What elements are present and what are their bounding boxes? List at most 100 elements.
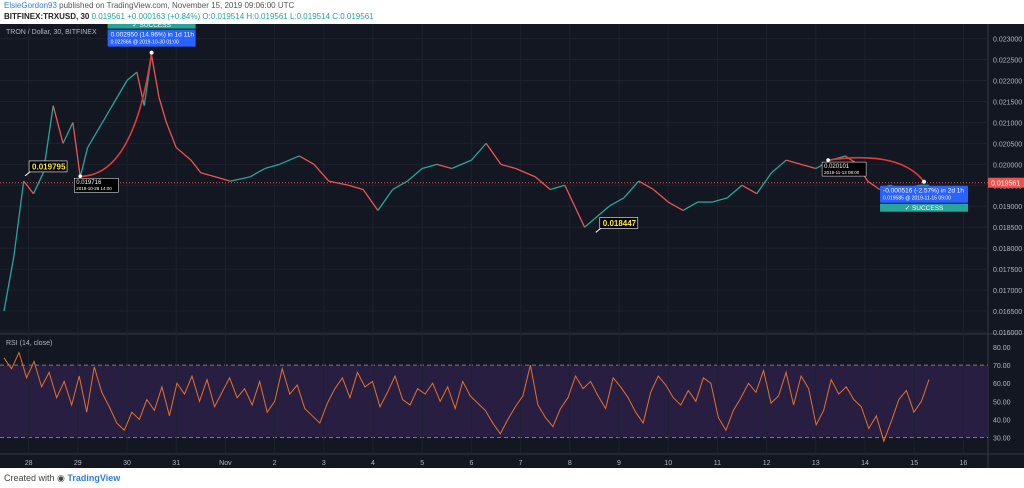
price-tick-label: 0.018500	[993, 225, 1022, 232]
rsi-tick-label: 60.00	[993, 381, 1011, 388]
price-segment	[52, 105, 64, 144]
chart-svg[interactable]: 0.016000 0.016500 0.017000 0.017500 0.018000…	[0, 20, 1024, 468]
price-segment	[515, 167, 536, 178]
symbol-info: BITFINEX:TRXUSD, 30 0.019561 +0.000163 (…	[4, 12, 374, 21]
time-tick-label: 5	[420, 460, 424, 467]
pt-020101-sub: 2019-11-13 08:00	[824, 170, 860, 175]
author-link[interactable]: ElsieGordon93	[4, 1, 57, 10]
price-segment	[230, 176, 251, 182]
price-pane-title: TRON / Dollar, 30, BITFINEX	[6, 29, 97, 36]
price-segment	[771, 159, 787, 174]
publish-text: published on TradingView.com, November 1…	[59, 1, 295, 10]
price-segment	[623, 180, 640, 199]
time-tick-label: 9	[617, 460, 621, 467]
price-tick-label: 0.016500	[993, 309, 1022, 316]
measure-1-badge: ✓ SUCCESS	[132, 24, 171, 29]
rsi-tick-label: 30.00	[993, 436, 1011, 443]
price-segment	[3, 256, 15, 312]
price-segment	[667, 201, 684, 212]
price-segment	[158, 97, 167, 123]
time-tick-label: 28	[25, 460, 33, 467]
rsi-tick-label: 70.00	[993, 363, 1011, 370]
rsi-line	[3, 351, 930, 443]
last-price-badge	[988, 177, 1024, 188]
price-segment	[348, 184, 364, 191]
price-segment	[313, 163, 330, 182]
price-segment	[190, 159, 202, 174]
price-tick-label: 0.019000	[993, 204, 1022, 211]
rsi-pane-title: RSI (14, close)	[6, 340, 52, 347]
price-segment	[87, 130, 99, 148]
footer: Created with ◉ TradingView	[0, 469, 1024, 488]
footer-text: Created with ◉ TradingView	[4, 473, 120, 484]
time-tick-label: 29	[74, 460, 82, 467]
price-segment	[867, 180, 881, 191]
footer-prefix: Created with	[4, 473, 55, 483]
price-segment	[200, 172, 216, 178]
price-segment	[362, 189, 379, 211]
price-segment	[215, 176, 231, 182]
price-segment	[328, 180, 349, 186]
measure-2-text: -0.000516 (-2.57%) in 2d 1h	[883, 188, 964, 195]
pt-020101-text: 0.020101	[824, 164, 850, 170]
price-segment	[682, 201, 699, 212]
price-segment	[32, 172, 44, 194]
rsi-tick-label: 40.00	[993, 417, 1011, 424]
price-segment	[150, 55, 160, 98]
price-tick-label: 0.020000	[993, 162, 1022, 169]
price-segment	[593, 205, 610, 220]
price-segment	[712, 197, 728, 203]
price-tick-label: 0.018000	[993, 246, 1022, 253]
price-segment	[500, 163, 516, 170]
measure-2-sub: 0.019585 @ 2019-11-15 09:00	[883, 196, 951, 202]
price-segment	[564, 185, 576, 207]
price-segment	[534, 176, 551, 190]
label-018447-box	[599, 217, 639, 229]
price-segment	[126, 71, 138, 81]
price-segment	[116, 80, 128, 98]
label-019795-box	[28, 160, 68, 173]
price-segment	[392, 180, 408, 191]
price-segment	[726, 184, 743, 199]
price-segment	[13, 181, 25, 257]
price-segment	[298, 155, 315, 165]
price-tick-label: 0.021500	[993, 99, 1022, 106]
price-segment	[249, 167, 266, 178]
time-tick-label: 10	[664, 460, 672, 467]
time-tick-label: 14	[861, 460, 869, 467]
measure-1-text: 0.002950 (14.96%) in 1d 11h	[111, 32, 195, 39]
time-tick-label: 12	[763, 460, 771, 467]
label-018447-text: 0.018447	[603, 219, 637, 228]
measure-2-badge-bg	[880, 203, 969, 212]
symbol-label: BITFINEX:TRXUSD, 30	[4, 12, 90, 21]
price-segment	[62, 122, 74, 144]
price-segment	[786, 159, 802, 165]
last-price-label: 0.019561	[991, 181, 1020, 188]
chart-area[interactable]: 0.016000 0.016500 0.017000 0.017500 0.018000…	[0, 20, 1024, 468]
price-segment	[96, 113, 108, 132]
time-tick-label: 11	[714, 460, 721, 467]
price-segment	[72, 122, 81, 177]
price-tick-label: 0.021000	[993, 120, 1022, 127]
time-tick-label: 4	[371, 460, 375, 467]
ohlc-values: 0.019561 +0.000163 (+0.84%) O:0.019514 H…	[91, 12, 374, 21]
time-tick-label: 15	[910, 460, 918, 467]
price-segment	[485, 142, 502, 165]
pt-020101-dot	[826, 158, 830, 162]
publish-info: ElsieGordon93 published on TradingView.c…	[4, 1, 294, 10]
price-segment	[407, 168, 423, 182]
time-tick-label: Nov	[219, 460, 232, 467]
measure-2-badge: ✓ SUCCESS	[905, 205, 944, 212]
time-tick-label: 8	[568, 460, 572, 467]
price-segment	[741, 184, 758, 195]
time-tick-label: 7	[519, 460, 523, 467]
measure-1-end-dot	[149, 50, 154, 55]
price-segment	[436, 163, 452, 170]
time-tick-label: 31	[172, 460, 180, 467]
footer-brand[interactable]: TradingView	[67, 473, 121, 483]
price-tick-label: 0.016000	[993, 330, 1022, 337]
pt-019716-dot	[78, 174, 83, 179]
pt-019716-sub: 2019-10-28 14:00	[76, 186, 112, 191]
price-segment	[638, 180, 654, 191]
measure-1-sub: 0.022666 @ 2019-10-30 01:00	[111, 40, 179, 46]
